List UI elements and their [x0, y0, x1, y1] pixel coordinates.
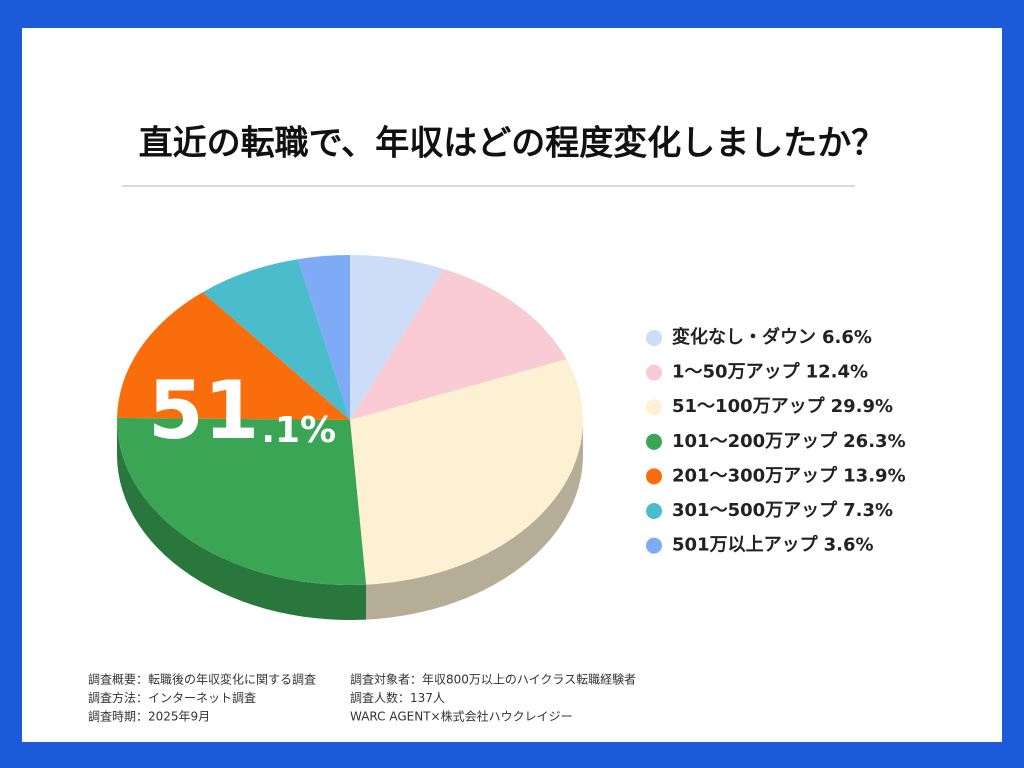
- footer-note: 調査人数：137人: [350, 690, 445, 705]
- legend-marker: [646, 503, 662, 519]
- footer-note: 調査対象者：年収800万以上のハイクラス転職経験者: [350, 672, 636, 687]
- footer-note: WARC AGENT×株式会社ハウクレイジー: [350, 709, 573, 724]
- legend-label: 51〜100万アップ: [672, 395, 826, 417]
- legend-label: 変化なし・ダウン: [672, 326, 816, 348]
- footer-note: 調査方法：インターネット調査: [88, 690, 256, 705]
- slice: [117, 417, 367, 585]
- slice: [350, 268, 567, 420]
- slice: [202, 259, 350, 420]
- footer: 調査概要：転職後の年収変化に関する調査 調査対象者：年収800万以上のハイクラス転…: [88, 672, 636, 724]
- legend-value: 3.6%: [824, 535, 874, 556]
- legend-marker: [646, 433, 662, 450]
- slice-side: [117, 420, 367, 620]
- legend-label: 101〜200万アップ: [672, 430, 838, 452]
- legend-value: 29.9%: [831, 396, 893, 417]
- legend-value: 26.3%: [843, 431, 905, 452]
- legend-value: 12.4%: [806, 362, 868, 383]
- legend-value: 6.6%: [822, 327, 872, 348]
- annotation-sub: .1%: [261, 410, 336, 451]
- footer-note: 調査時期：2025年9月: [88, 710, 210, 724]
- legend-marker: [646, 399, 662, 416]
- slice: [350, 255, 444, 420]
- legend-value: 7.3%: [843, 500, 893, 521]
- chart-title: 直近の転職で、年収はどの程度変化しましたか？: [139, 124, 886, 164]
- legend-label: 1〜50万アップ: [672, 361, 801, 383]
- slice: [297, 255, 350, 420]
- legend-value: 13.9%: [843, 465, 905, 486]
- pie: 51.1%: [117, 255, 583, 620]
- annotation-main: 51: [148, 364, 259, 457]
- slice: [350, 359, 583, 585]
- legend-label: 501万以上アップ: [672, 534, 819, 556]
- legend-marker: [646, 330, 662, 346]
- legend: 変化なし・ダウン 6.6% 1〜50万アップ 12.4% 51〜100万アップ 29.9%…: [646, 326, 906, 556]
- legend-label: 301〜500万アップ: [672, 499, 838, 521]
- legend-label: 201〜300万アップ: [672, 464, 838, 486]
- slice: [117, 292, 350, 420]
- slice-side: [366, 420, 583, 620]
- legend-marker: [646, 468, 662, 485]
- legend-marker: [646, 364, 662, 381]
- legend-marker: [646, 537, 662, 554]
- footer-note: 調査概要：転職後の年収変化に関する調査: [88, 672, 316, 687]
